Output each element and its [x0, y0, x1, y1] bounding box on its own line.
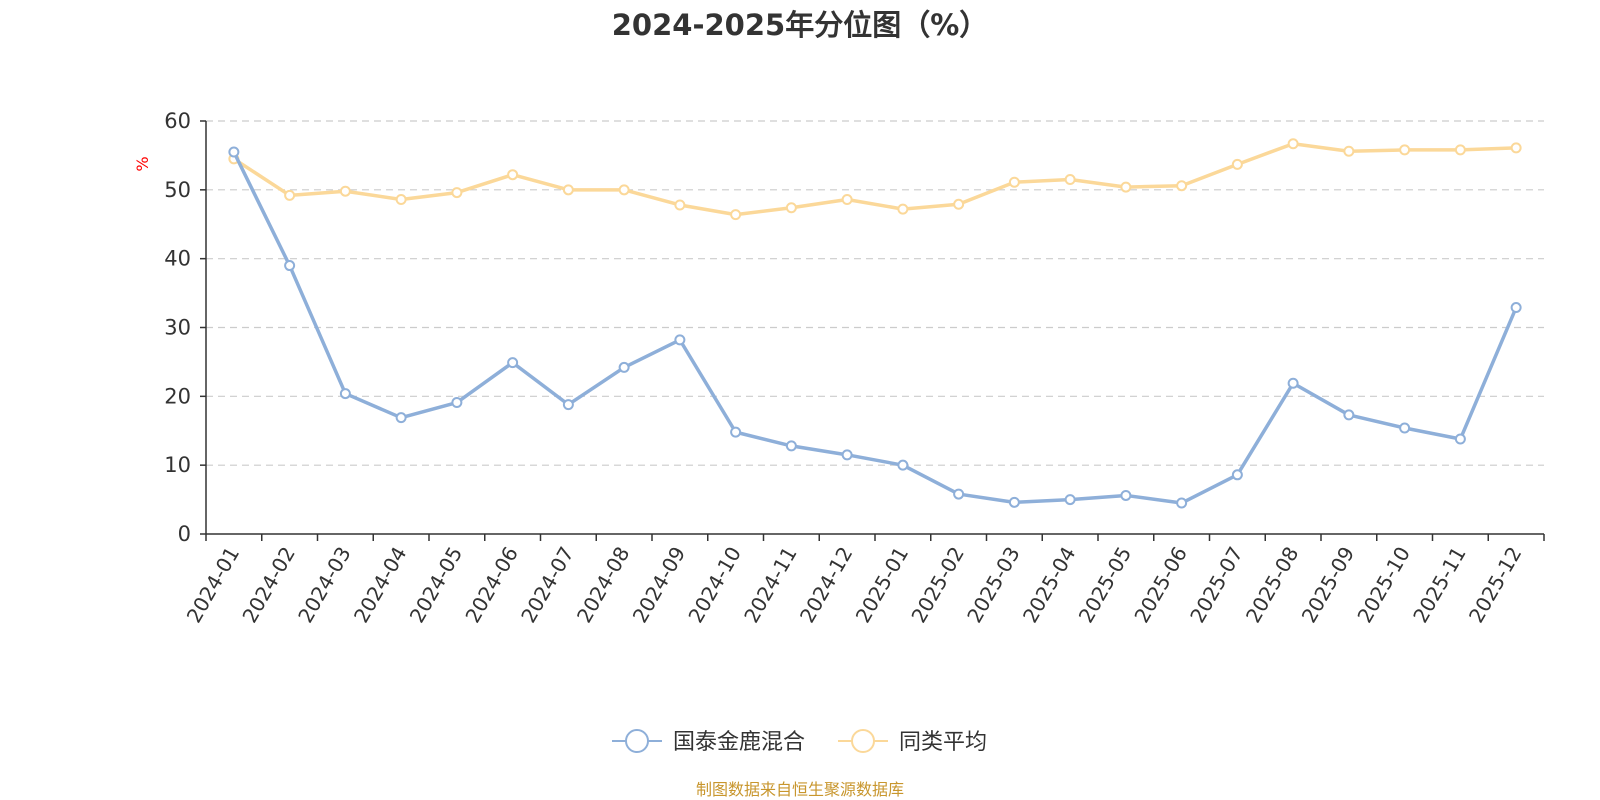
- y-tick-label-10: 10: [164, 453, 191, 477]
- series-1-point-2025-04: [1064, 174, 1076, 186]
- series-line-0: [232, 150, 1518, 505]
- legend-marker-icon-1: [851, 729, 875, 753]
- series-1-point-2025-09: [1343, 145, 1355, 157]
- series-1-point-2024-10: [730, 209, 742, 221]
- x-tick-label-2025-05: 2025-05: [1074, 543, 1137, 627]
- series-0-point-2024-02: [284, 260, 296, 272]
- x-tick-label-2024-11: 2024-11: [739, 543, 802, 627]
- series-0-point-2025-01: [897, 459, 909, 471]
- legend-item-0[interactable]: 国泰金鹿混合: [612, 729, 805, 755]
- series-0-point-2024-08: [618, 361, 630, 373]
- series-1-point-2024-04: [395, 193, 407, 205]
- series-0-point-2024-03: [339, 388, 351, 400]
- x-tick-label-2024-06: 2024-06: [460, 543, 523, 627]
- series-0-point-2025-04: [1064, 494, 1076, 506]
- series-1-point-2025-12: [1510, 142, 1522, 154]
- series-0: [228, 146, 1522, 509]
- series-0-point-2024-06: [507, 357, 519, 369]
- series-line-1: [232, 141, 1518, 217]
- series-1-point-2024-03: [339, 185, 351, 197]
- source-note: 制图数据来自恒生聚源数据库: [695, 780, 904, 799]
- grid-lines: [206, 120, 1544, 466]
- x-tick-label-2024-01: 2024-01: [182, 543, 245, 627]
- x-tick-label-2025-12: 2025-12: [1464, 543, 1527, 627]
- x-tick-label-2025-10: 2025-10: [1352, 543, 1415, 627]
- series-0-point-2025-10: [1399, 422, 1411, 434]
- series-0-point-2024-10: [730, 426, 742, 438]
- y-axis-title: %: [133, 156, 152, 171]
- series-0-point-2024-04: [395, 412, 407, 424]
- series-0-point-2024-09: [674, 334, 686, 346]
- x-tick-label-2024-03: 2024-03: [293, 543, 356, 627]
- series-0-point-2025-06: [1176, 497, 1188, 509]
- series-1-point-2024-12: [841, 193, 853, 205]
- series-1-point-2025-10: [1399, 144, 1411, 156]
- series-1-point-2025-02: [953, 198, 965, 210]
- y-tick-label-40: 40: [164, 247, 191, 271]
- chart-title: 2024-2025年分位图（%）: [611, 8, 989, 42]
- x-tick-label-2025-11: 2025-11: [1408, 543, 1471, 627]
- series-1-point-2025-01: [897, 203, 909, 215]
- series-0-point-2025-08: [1287, 377, 1299, 389]
- legend-marker-icon-0: [625, 729, 649, 753]
- series-1-point-2024-07: [562, 184, 574, 196]
- series-1-point-2024-02: [284, 189, 296, 201]
- series-lines: [228, 138, 1522, 509]
- y-tick-label-30: 30: [164, 316, 191, 340]
- series-0-point-2025-09: [1343, 409, 1355, 421]
- x-tick-label-2024-07: 2024-07: [516, 543, 579, 627]
- x-tick-label-2024-10: 2024-10: [683, 543, 746, 627]
- series-1-point-2025-08: [1287, 138, 1299, 150]
- series-0-point-2025-07: [1231, 469, 1243, 481]
- series-0-point-2024-05: [451, 397, 463, 409]
- legend-label-0: 国泰金鹿混合: [673, 730, 805, 755]
- x-tick-label-2024-09: 2024-09: [628, 543, 691, 627]
- series-1-point-2025-03: [1008, 176, 1020, 188]
- x-tick-label-2025-03: 2025-03: [962, 543, 1025, 627]
- series-1-point-2025-05: [1120, 181, 1132, 193]
- series-1-point-2024-11: [785, 202, 797, 214]
- x-tick-label-2025-06: 2025-06: [1129, 543, 1192, 627]
- y-tick-label-60: 60: [164, 109, 191, 133]
- series-1-point-2024-06: [507, 169, 519, 181]
- series-0-point-2025-02: [953, 488, 965, 500]
- series-0-point-2024-11: [785, 440, 797, 452]
- series-1-point-2024-09: [674, 199, 686, 211]
- x-tick-label-2025-04: 2025-04: [1018, 543, 1081, 627]
- series-0-point-2025-05: [1120, 489, 1132, 501]
- series-1-point-2025-06: [1176, 180, 1188, 192]
- x-tick-label-2025-08: 2025-08: [1241, 543, 1304, 627]
- x-tick-label-2025-09: 2025-09: [1297, 543, 1360, 627]
- x-tick-label-2024-04: 2024-04: [349, 543, 412, 627]
- legend-label-1: 同类平均: [899, 730, 987, 755]
- x-tick-label-2024-08: 2024-08: [572, 543, 635, 627]
- x-tick-label-2024-12: 2024-12: [795, 543, 858, 627]
- series-0-point-2025-12: [1510, 302, 1522, 314]
- x-tick-label-2025-07: 2025-07: [1185, 543, 1248, 627]
- y-tick-label-20: 20: [164, 384, 191, 408]
- series-0-point-2025-11: [1454, 433, 1466, 445]
- legend[interactable]: 国泰金鹿混合 同类平均: [612, 729, 987, 755]
- series-0-point-2025-03: [1008, 496, 1020, 508]
- legend-item-1[interactable]: 同类平均: [838, 729, 987, 755]
- x-tick-label-2025-01: 2025-01: [851, 543, 914, 627]
- y-tick-label-0: 0: [178, 522, 191, 546]
- series-1-point-2024-05: [451, 187, 463, 199]
- series-0-point-2024-12: [841, 449, 853, 461]
- x-tick-label-2024-02: 2024-02: [237, 543, 300, 627]
- series-1-point-2025-11: [1454, 144, 1466, 156]
- x-tick-label-2025-02: 2025-02: [906, 543, 969, 627]
- y-tick-label-50: 50: [164, 178, 191, 202]
- series-0-point-2024-01: [228, 146, 240, 158]
- series-1: [228, 138, 1522, 221]
- x-tick-label-2024-05: 2024-05: [405, 543, 468, 627]
- series-0-point-2024-07: [562, 399, 574, 411]
- series-1-point-2025-07: [1231, 158, 1243, 170]
- series-1-point-2024-08: [618, 184, 630, 196]
